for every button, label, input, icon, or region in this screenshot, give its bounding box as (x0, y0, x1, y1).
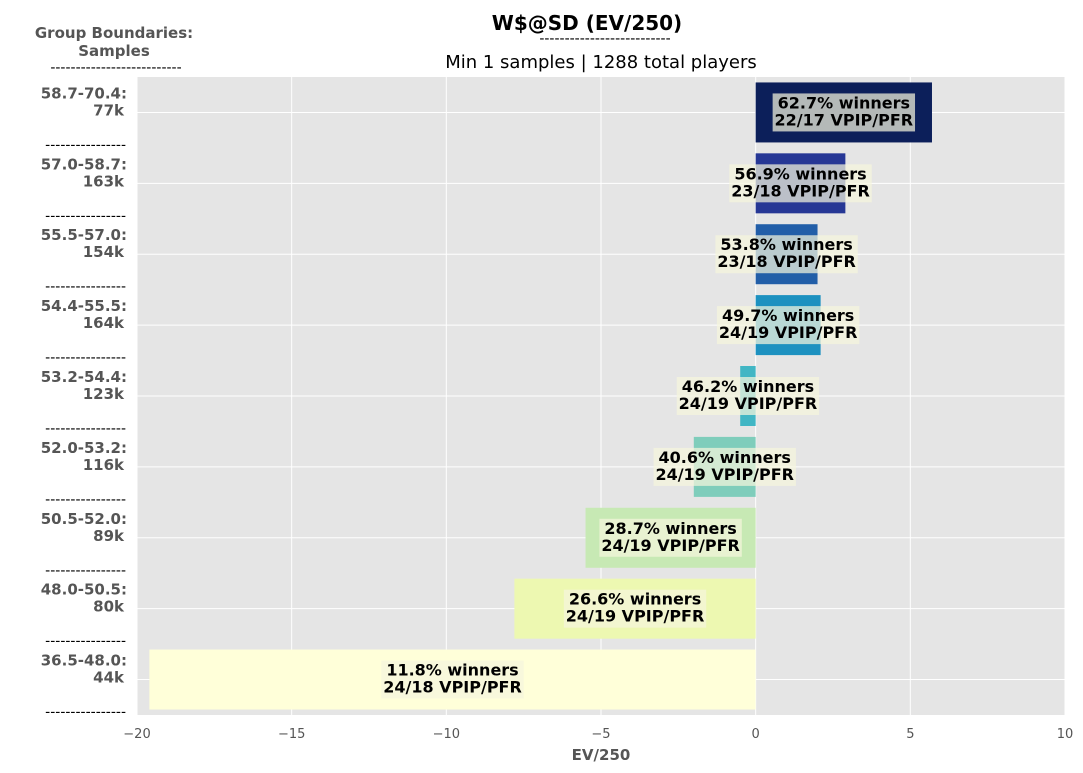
group-boundary-label: 58.7-70.4: (41, 84, 127, 102)
ylabel-header-underline: -------------------------- (50, 60, 181, 76)
ylabel-header-line2: Samples (78, 42, 150, 60)
group-samples-label: 89k (93, 527, 125, 545)
x-tick-label: 10 (1057, 727, 1074, 742)
group-separator: ---------------- (45, 421, 126, 437)
bar-label-background (653, 447, 796, 486)
x-tick-label: 5 (906, 727, 914, 742)
group-separator: ---------------- (45, 492, 126, 508)
bar-label-background (716, 306, 860, 345)
group-separator: ---------------- (45, 350, 126, 366)
bar-label-winners: 28.7% winners (604, 519, 736, 538)
bar-label-background (381, 660, 524, 699)
bar-label-background (729, 164, 872, 203)
bar-label-vpip-pfr: 22/17 VPIP/PFR (775, 110, 914, 129)
group-separator: ---------------- (45, 137, 126, 153)
bar-label-background (563, 589, 707, 628)
x-tick-label: −20 (123, 727, 150, 742)
group-boundary-label: 57.0-58.7: (41, 155, 127, 173)
group-samples-label: 163k (83, 172, 125, 190)
x-tick-label: 0 (752, 727, 760, 742)
group-separator: ---------------- (45, 563, 126, 579)
group-separator: ---------------- (45, 279, 126, 295)
group-separator: ---------------- (45, 705, 126, 721)
group-separator: ---------------- (45, 634, 126, 650)
group-boundary-label: 52.0-53.2: (41, 439, 127, 457)
x-tick-label: −10 (433, 727, 460, 742)
bar-label-winners: 26.6% winners (569, 590, 701, 609)
x-axis-ticks: −20 −15 −10 −5 0 5 10 (123, 727, 1073, 742)
bar-label-winners: 46.2% winners (682, 377, 814, 396)
x-tick-label: −15 (278, 727, 305, 742)
bar-label-winners: 11.8% winners (386, 661, 518, 680)
group-samples-label: 154k (83, 243, 125, 261)
group-boundary-label: 36.5-48.0: (41, 652, 127, 670)
bar-label-winners: 62.7% winners (778, 93, 910, 112)
bar-label-vpip-pfr: 23/18 VPIP/PFR (731, 181, 870, 200)
group-boundary-label: 54.4-55.5: (41, 297, 127, 315)
bar-label-background (715, 235, 858, 274)
group-samples-label: 123k (83, 385, 125, 403)
bar-label-vpip-pfr: 24/19 VPIP/PFR (566, 607, 705, 626)
bar-label-vpip-pfr: 24/18 VPIP/PFR (383, 678, 522, 697)
x-axis-label: EV/250 (572, 746, 631, 764)
chart-title: W$@SD (EV/250) (492, 11, 682, 35)
group-separator: ---------------- (45, 208, 126, 224)
bar-label-vpip-pfr: 24/19 VPIP/PFR (719, 323, 858, 342)
bar-label-winners: 56.9% winners (734, 164, 866, 183)
bar-label-background (772, 93, 916, 132)
group-boundary-label: 50.5-52.0: (41, 510, 127, 528)
bar-label-vpip-pfr: 23/18 VPIP/PFR (717, 252, 856, 271)
title-underline: -------------------------- (539, 31, 670, 47)
bar-label-winners: 49.7% winners (722, 306, 854, 325)
y-axis-labels: 58.7-70.4:77k----------------57.0-58.7:1… (41, 84, 127, 720)
bar-label-vpip-pfr: 24/19 VPIP/PFR (601, 536, 740, 555)
group-boundary-label: 53.2-54.4: (41, 368, 127, 386)
group-boundary-label: 55.5-57.0: (41, 226, 127, 244)
chart-subtitle: Min 1 samples | 1288 total players (445, 52, 757, 73)
group-samples-label: 164k (83, 314, 125, 332)
bar-label-vpip-pfr: 24/19 VPIP/PFR (679, 394, 818, 413)
ylabel-header-line1: Group Boundaries: (35, 24, 193, 42)
bar-label-background (676, 377, 820, 415)
bar-label-winners: 53.8% winners (720, 235, 852, 254)
group-samples-label: 116k (83, 456, 125, 474)
group-samples-label: 44k (93, 669, 125, 687)
bar-label-vpip-pfr: 24/19 VPIP/PFR (655, 465, 794, 484)
bar-label-background (599, 518, 742, 557)
x-tick-label: −5 (591, 727, 610, 742)
group-boundary-label: 48.0-50.5: (41, 581, 127, 599)
bar-label-winners: 40.6% winners (659, 448, 791, 467)
group-samples-label: 77k (93, 101, 125, 119)
group-samples-label: 80k (93, 598, 125, 616)
